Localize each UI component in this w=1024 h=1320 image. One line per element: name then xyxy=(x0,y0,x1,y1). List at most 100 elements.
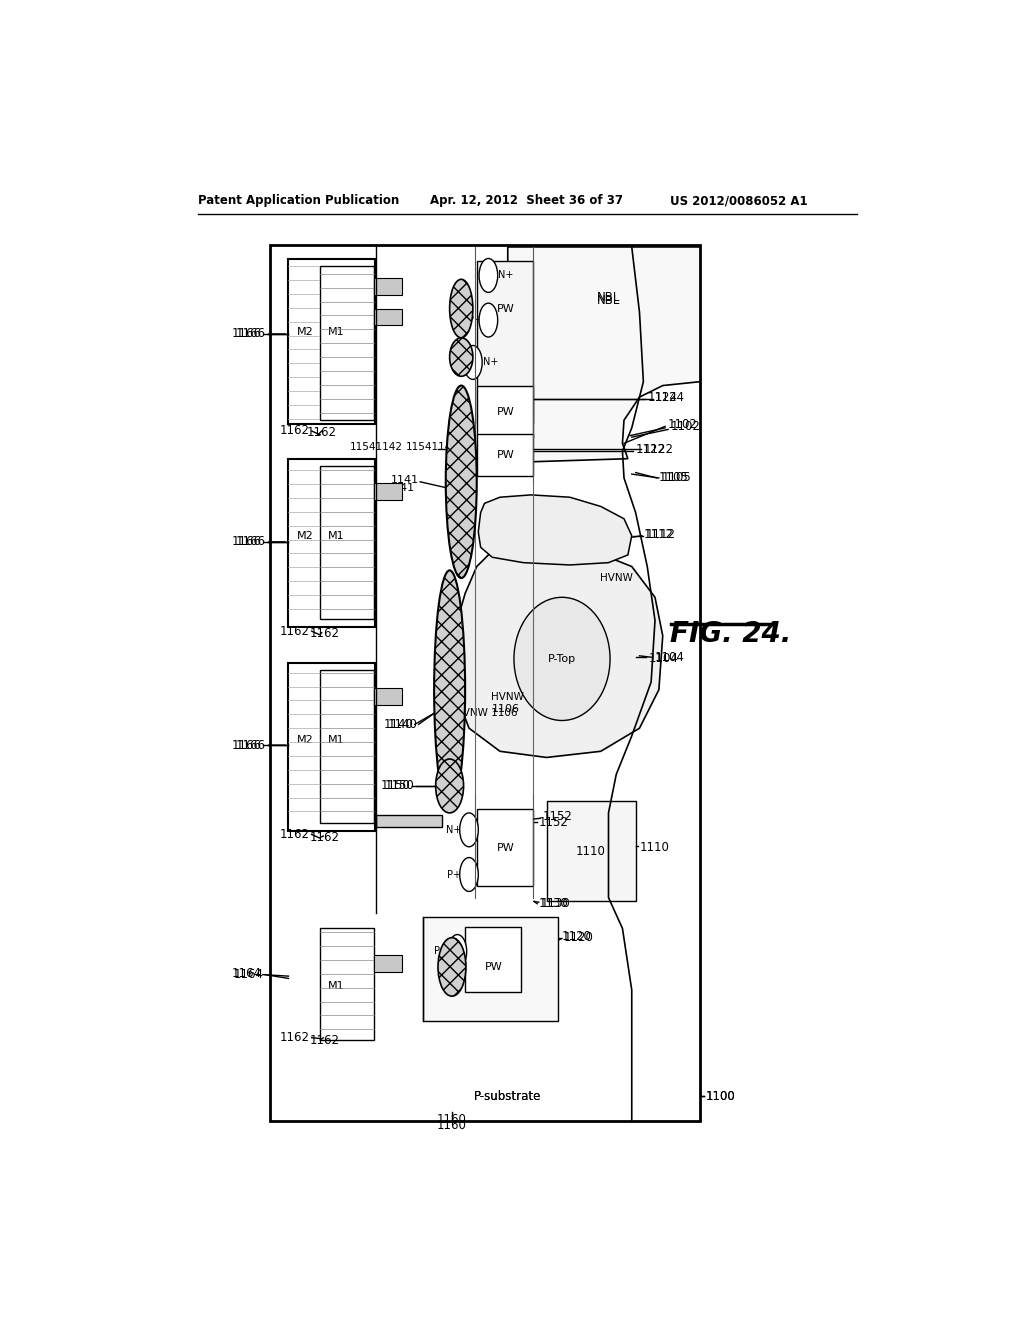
Bar xyxy=(477,809,532,886)
Text: PW: PW xyxy=(497,450,514,459)
Text: P+: P+ xyxy=(447,870,461,879)
Text: HVNW: HVNW xyxy=(600,573,633,583)
Text: NBL: NBL xyxy=(597,294,621,308)
Text: M1: M1 xyxy=(328,735,344,744)
Text: 11541142: 11541142 xyxy=(406,442,459,453)
Ellipse shape xyxy=(464,346,482,379)
Text: M2: M2 xyxy=(297,531,313,541)
Text: 1105: 1105 xyxy=(662,471,691,484)
Text: 1122: 1122 xyxy=(643,444,674,455)
Ellipse shape xyxy=(460,858,478,891)
Text: 1150: 1150 xyxy=(381,779,411,792)
Text: 1152: 1152 xyxy=(539,816,568,829)
Text: 1124: 1124 xyxy=(647,391,677,404)
Ellipse shape xyxy=(434,570,465,809)
Text: 1166: 1166 xyxy=(231,327,261,341)
Bar xyxy=(321,671,375,822)
Ellipse shape xyxy=(479,304,498,337)
Ellipse shape xyxy=(449,935,467,969)
Text: 1141: 1141 xyxy=(390,475,419,486)
Text: 1150: 1150 xyxy=(385,779,415,792)
Text: M2: M2 xyxy=(297,735,313,744)
Text: HVNW 1106: HVNW 1106 xyxy=(455,708,517,718)
Bar xyxy=(375,956,401,973)
Text: M1: M1 xyxy=(328,531,344,541)
Bar xyxy=(477,261,532,422)
Polygon shape xyxy=(508,247,700,462)
Text: 1164: 1164 xyxy=(231,966,261,979)
Text: 1102: 1102 xyxy=(671,420,700,433)
Bar xyxy=(321,928,375,1040)
Text: 1140: 1140 xyxy=(387,718,417,731)
Ellipse shape xyxy=(445,385,477,578)
Bar xyxy=(321,267,375,420)
Ellipse shape xyxy=(514,597,610,721)
Bar xyxy=(423,917,558,1020)
Text: M1: M1 xyxy=(328,326,344,337)
Ellipse shape xyxy=(479,259,498,293)
Bar xyxy=(289,459,375,627)
Text: PW: PW xyxy=(497,407,514,417)
Text: 1160: 1160 xyxy=(437,1119,467,1133)
Bar xyxy=(289,663,375,830)
Text: 11541142: 11541142 xyxy=(350,442,403,453)
Bar xyxy=(375,277,401,294)
Bar xyxy=(375,483,401,500)
Ellipse shape xyxy=(438,937,466,997)
Text: 1140: 1140 xyxy=(383,718,414,731)
Text: 1120: 1120 xyxy=(562,929,592,942)
Text: 1162: 1162 xyxy=(309,1034,339,1047)
Text: 1164: 1164 xyxy=(233,968,263,981)
Bar xyxy=(477,434,532,477)
Text: 1112: 1112 xyxy=(646,528,676,541)
Text: 1162: 1162 xyxy=(281,624,310,638)
Text: 1104: 1104 xyxy=(649,652,679,665)
Text: 1160: 1160 xyxy=(437,1113,467,1126)
Text: P+: P+ xyxy=(434,946,449,957)
Text: 1100: 1100 xyxy=(706,1090,735,1102)
Ellipse shape xyxy=(450,338,473,376)
Text: 1162: 1162 xyxy=(281,1031,310,1044)
Text: 1112: 1112 xyxy=(643,528,674,541)
Text: P-substrate: P-substrate xyxy=(474,1090,542,1102)
Text: 1162: 1162 xyxy=(281,425,310,437)
Text: 1166: 1166 xyxy=(236,739,266,751)
Text: US 2012/0086052 A1: US 2012/0086052 A1 xyxy=(671,194,808,207)
Bar xyxy=(465,927,521,993)
Text: 1130: 1130 xyxy=(539,898,568,911)
Text: 1166: 1166 xyxy=(236,536,266,548)
Text: N+: N+ xyxy=(499,271,514,280)
Ellipse shape xyxy=(450,280,473,338)
Text: 1166: 1166 xyxy=(231,536,261,548)
Text: P+: P+ xyxy=(468,315,482,325)
Bar xyxy=(375,688,401,705)
Text: HVNW: HVNW xyxy=(492,693,524,702)
Text: 1166: 1166 xyxy=(236,327,266,341)
Text: 1100: 1100 xyxy=(706,1090,735,1102)
Text: 1124: 1124 xyxy=(655,391,685,404)
Text: NW: NW xyxy=(482,964,502,974)
Bar xyxy=(376,816,442,826)
Text: M1: M1 xyxy=(328,981,344,991)
Text: N+: N+ xyxy=(445,825,461,834)
Text: 1122: 1122 xyxy=(636,444,666,455)
Ellipse shape xyxy=(435,759,464,813)
Text: PW: PW xyxy=(485,962,503,972)
Text: 1110: 1110 xyxy=(575,845,605,858)
Bar xyxy=(289,259,375,424)
Text: 1162: 1162 xyxy=(309,627,339,640)
Text: 1110: 1110 xyxy=(640,841,670,854)
Bar xyxy=(321,466,375,619)
Text: PW: PW xyxy=(497,842,514,853)
Polygon shape xyxy=(454,548,663,758)
Text: 1152: 1152 xyxy=(543,810,572,824)
Bar xyxy=(375,309,401,326)
Text: 1105: 1105 xyxy=(658,471,688,484)
Text: 1162: 1162 xyxy=(309,832,339,843)
Text: P-Top: P-Top xyxy=(548,653,577,664)
Text: 1120: 1120 xyxy=(563,931,594,944)
Bar xyxy=(547,801,636,902)
Text: PW: PW xyxy=(497,304,514,314)
Text: 1106: 1106 xyxy=(492,704,519,714)
Text: FIG. 24.: FIG. 24. xyxy=(671,620,792,648)
